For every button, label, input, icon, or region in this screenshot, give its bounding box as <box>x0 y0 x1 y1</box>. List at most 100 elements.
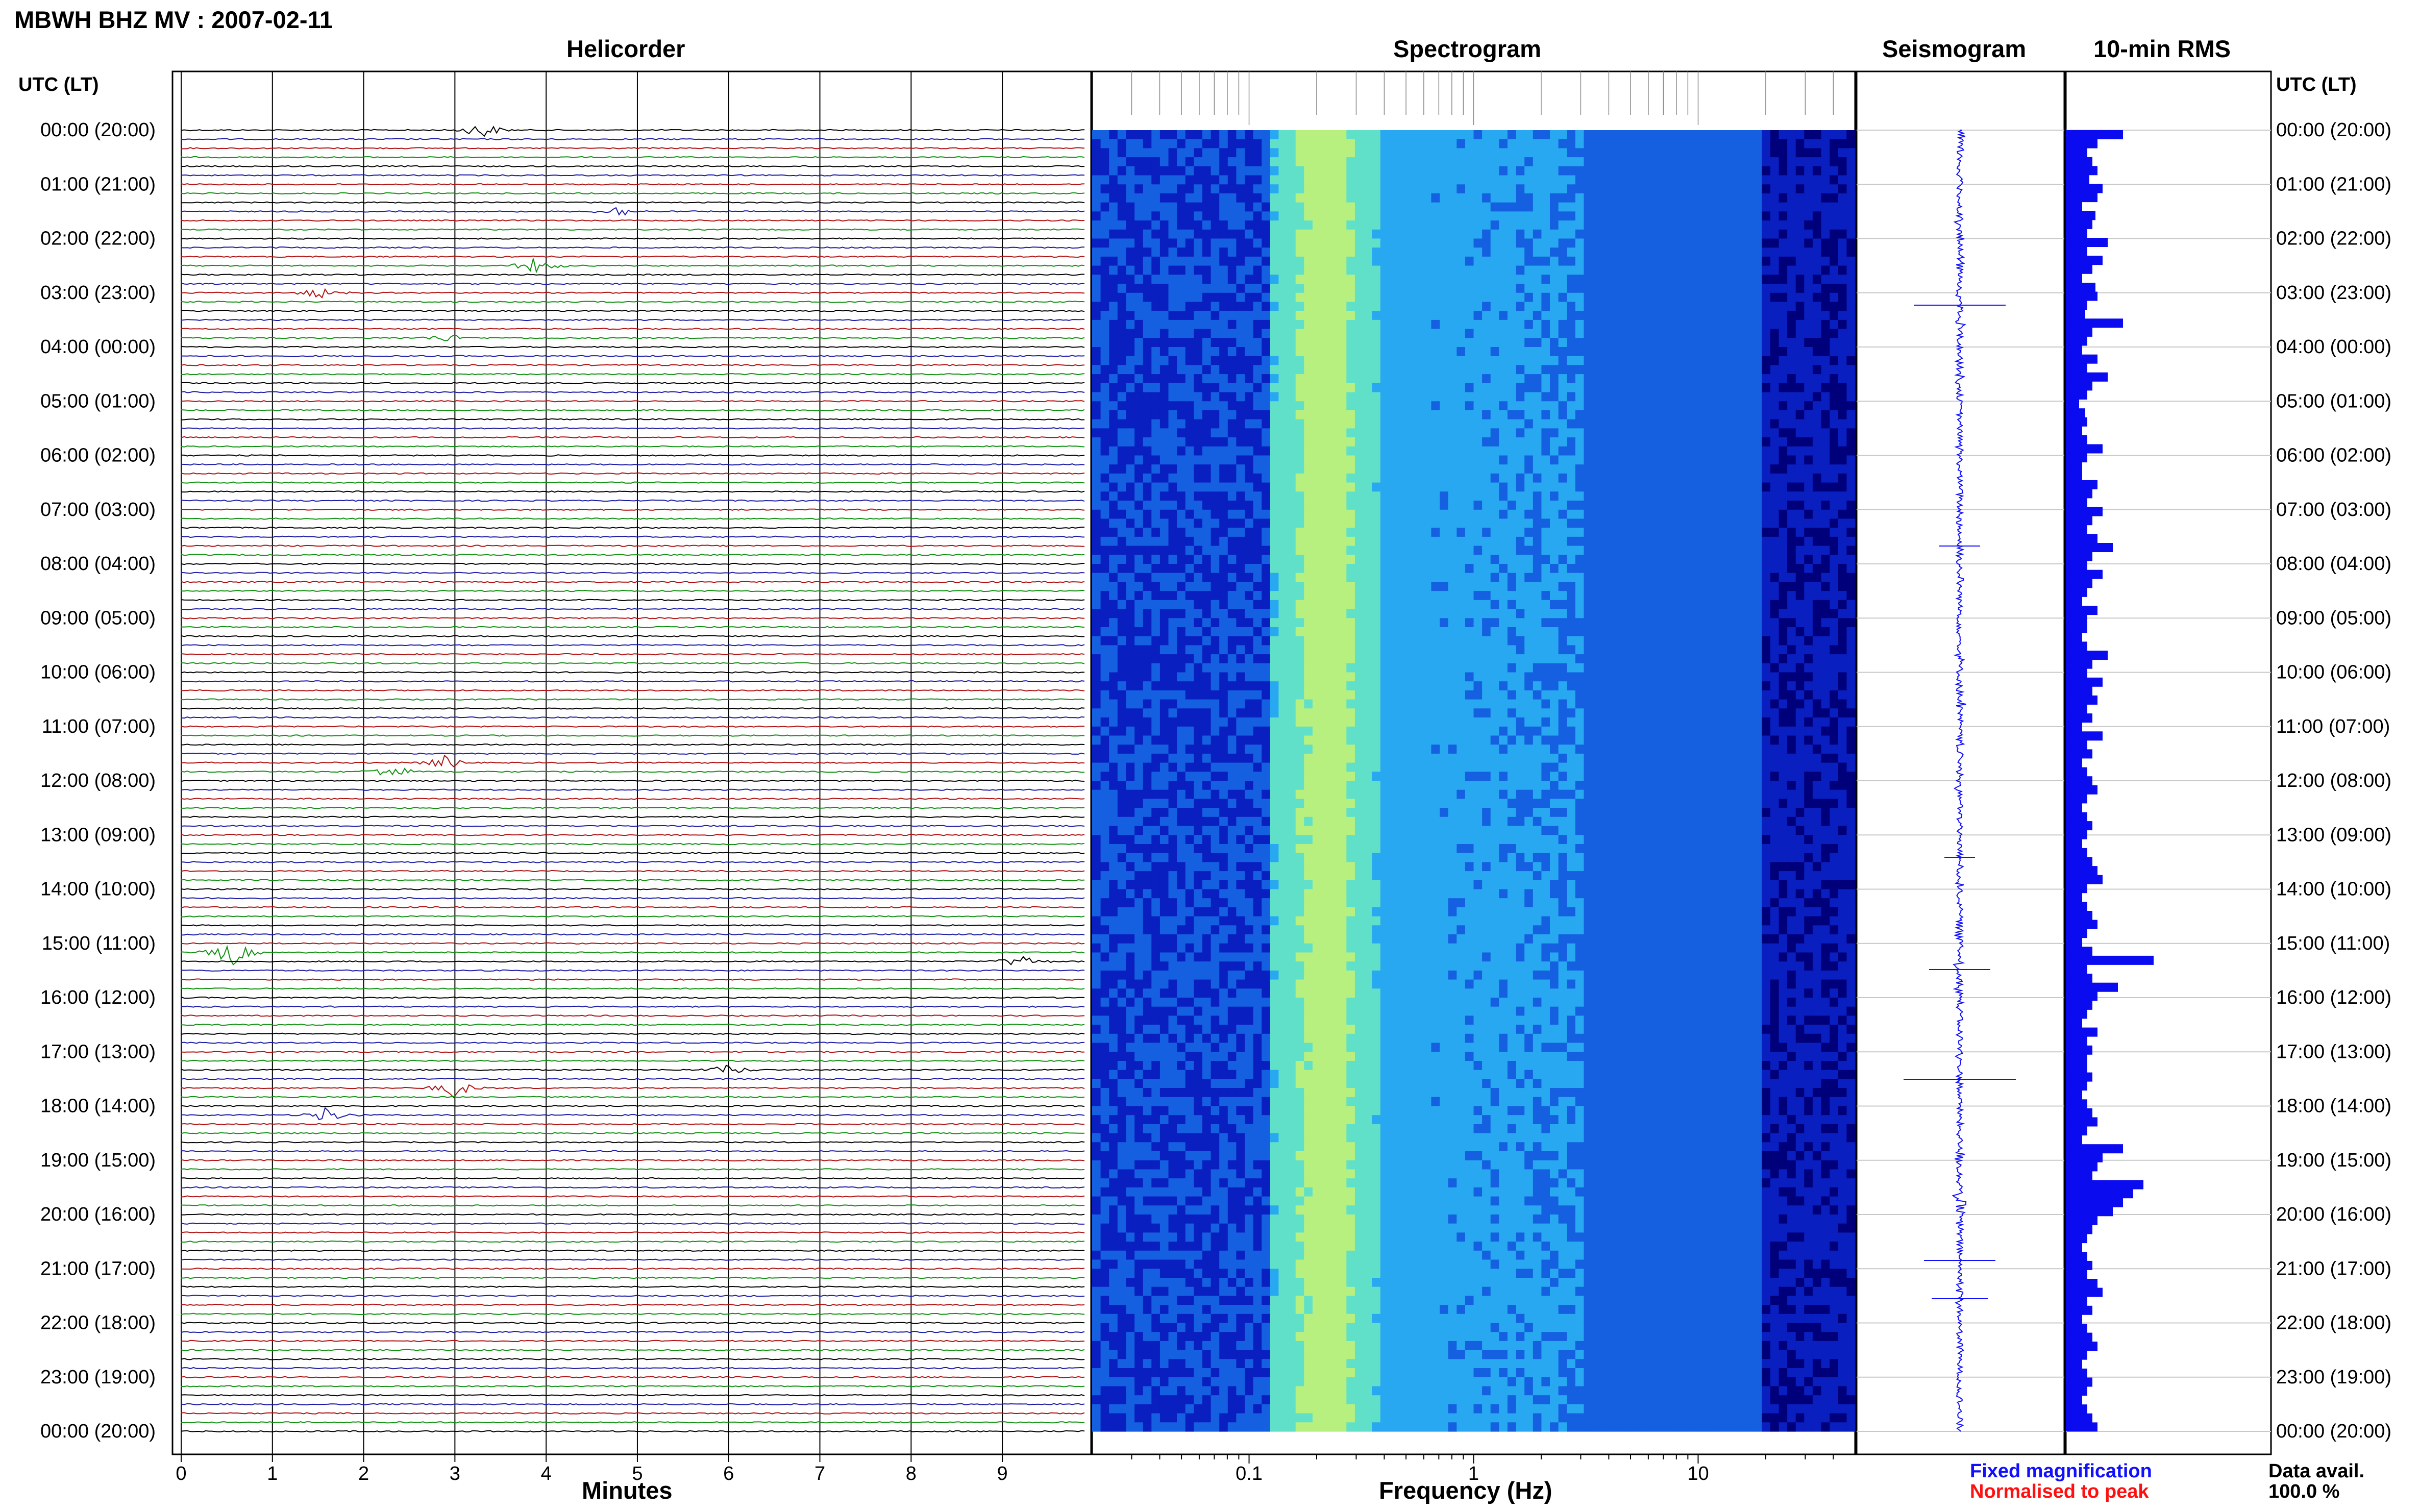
spectrogram-cell <box>1465 148 1474 158</box>
spectrogram-cell <box>1304 148 1313 158</box>
spectrogram-cell <box>1550 582 1559 591</box>
spectrogram-cell <box>1185 130 1194 140</box>
spectrogram-cell <box>1338 238 1347 248</box>
spectrogram-cell <box>1329 302 1339 311</box>
spectrogram-cell <box>1397 139 1406 148</box>
spectrogram-cell <box>1354 555 1364 564</box>
spectrogram-cell <box>1389 383 1398 393</box>
spectrogram-cell <box>1787 401 1796 411</box>
spectrogram-cell <box>1711 573 1720 582</box>
spectrogram-cell <box>1677 374 1686 384</box>
spectrogram-cell <box>1499 202 1508 212</box>
spectrogram-cell <box>1651 139 1661 148</box>
spectrogram-cell <box>1414 437 1423 447</box>
spectrogram-cell <box>1499 392 1508 402</box>
spectrogram-cell <box>1711 428 1720 438</box>
spectrogram-cell <box>1592 401 1601 411</box>
spectrogram-cell <box>1338 582 1347 591</box>
spectrogram-cell <box>1524 582 1534 591</box>
spectrogram-cell <box>1804 546 1813 555</box>
spectrogram-cell <box>1354 546 1364 555</box>
spectrogram-cell <box>1668 238 1677 248</box>
spectrogram-cell <box>1109 184 1118 194</box>
spectrogram-cell <box>1473 229 1483 239</box>
spectrogram-cell <box>1448 501 1457 510</box>
spectrogram-cell <box>1473 284 1483 293</box>
spectrogram-cell <box>1694 256 1703 266</box>
spectrogram-cell <box>1719 193 1729 203</box>
spectrogram-cell <box>1211 546 1220 555</box>
spectrogram-cell <box>1567 383 1576 393</box>
spectrogram-cell <box>1846 166 1856 176</box>
spectrogram-cell <box>1177 564 1186 574</box>
spectrogram-cell <box>1550 193 1559 203</box>
spectrogram-cell <box>1278 446 1288 456</box>
spectrogram-cell <box>1795 256 1805 266</box>
spectrogram-cell <box>1194 329 1203 338</box>
spectrogram-cell <box>1617 573 1627 582</box>
spectrogram-cell <box>1202 157 1212 167</box>
spectrogram-cell <box>1405 464 1415 474</box>
spectrogram-cell <box>1635 437 1644 447</box>
spectrogram-cell <box>1312 202 1322 212</box>
spectrogram-cell <box>1295 446 1304 456</box>
spectrogram-cell <box>1134 139 1144 148</box>
spectrogram-cell <box>1499 148 1508 158</box>
spectrogram-cell <box>1609 157 1618 167</box>
spectrogram-cell <box>1473 202 1483 212</box>
spectrogram-cell <box>1092 482 1101 492</box>
spectrogram-cell <box>1685 356 1694 365</box>
spectrogram-cell <box>1550 311 1559 320</box>
spectrogram-cell <box>1346 564 1355 574</box>
spectrogram-cell <box>1448 292 1457 303</box>
spectrogram-cell <box>1507 302 1517 311</box>
spectrogram-cell <box>1245 536 1254 547</box>
spectrogram-cell <box>1643 464 1652 474</box>
spectrogram-cell <box>1405 582 1415 591</box>
minute-tick-label: 9 <box>997 1463 1008 1484</box>
spectrogram-cell <box>1262 482 1271 492</box>
helicorder-trace <box>181 1159 1085 1161</box>
spectrogram-cell <box>1830 184 1839 194</box>
spectrogram-cell <box>1422 428 1431 438</box>
spectrogram-cell <box>1100 437 1109 447</box>
spectrogram-cell <box>1414 329 1423 338</box>
spectrogram-cell <box>1770 130 1780 140</box>
spectrogram-cell <box>1600 446 1610 456</box>
spectrogram-cell <box>1770 392 1780 402</box>
spectrogram-cell <box>1736 401 1745 411</box>
spectrogram-cell <box>1473 374 1483 384</box>
spectrogram-cell <box>1253 509 1262 519</box>
spectrogram-cell <box>1617 410 1627 420</box>
spectrogram-cell <box>1550 347 1559 357</box>
spectrogram-cell <box>1202 401 1212 411</box>
spectrogram-cell <box>1550 284 1559 293</box>
spectrogram-cell <box>1762 157 1771 167</box>
spectrogram-cell <box>1440 329 1449 338</box>
spectrogram-cell <box>1694 311 1703 320</box>
spectrogram-cell <box>1448 229 1457 239</box>
spectrogram-cell <box>1338 600 1347 610</box>
spectrogram-cell <box>1651 238 1661 248</box>
spectrogram-cell <box>1567 446 1576 456</box>
spectrogram-cell <box>1159 319 1169 330</box>
spectrogram-cell <box>1143 365 1152 375</box>
spectrogram-cell <box>1422 211 1431 221</box>
spectrogram-cell <box>1211 338 1220 348</box>
spectrogram-cell <box>1346 130 1355 140</box>
spectrogram-cell <box>1312 573 1322 582</box>
spectrogram-cell <box>1499 446 1508 456</box>
spectrogram-cell <box>1270 383 1279 393</box>
spectrogram-cell <box>1804 247 1813 257</box>
spectrogram-cell <box>1745 302 1754 311</box>
spectrogram-cell <box>1329 410 1339 420</box>
spectrogram-cell <box>1227 329 1237 338</box>
spectrogram-cell <box>1448 410 1457 420</box>
spectrogram-cell <box>1422 220 1431 230</box>
spectrogram-cell <box>1354 139 1364 148</box>
spectrogram-cell <box>1397 347 1406 357</box>
spectrogram-cell <box>1202 356 1212 365</box>
spectrogram-cell <box>1380 166 1389 176</box>
spectrogram-cell <box>1236 419 1245 429</box>
spectrogram-cell <box>1346 284 1355 293</box>
